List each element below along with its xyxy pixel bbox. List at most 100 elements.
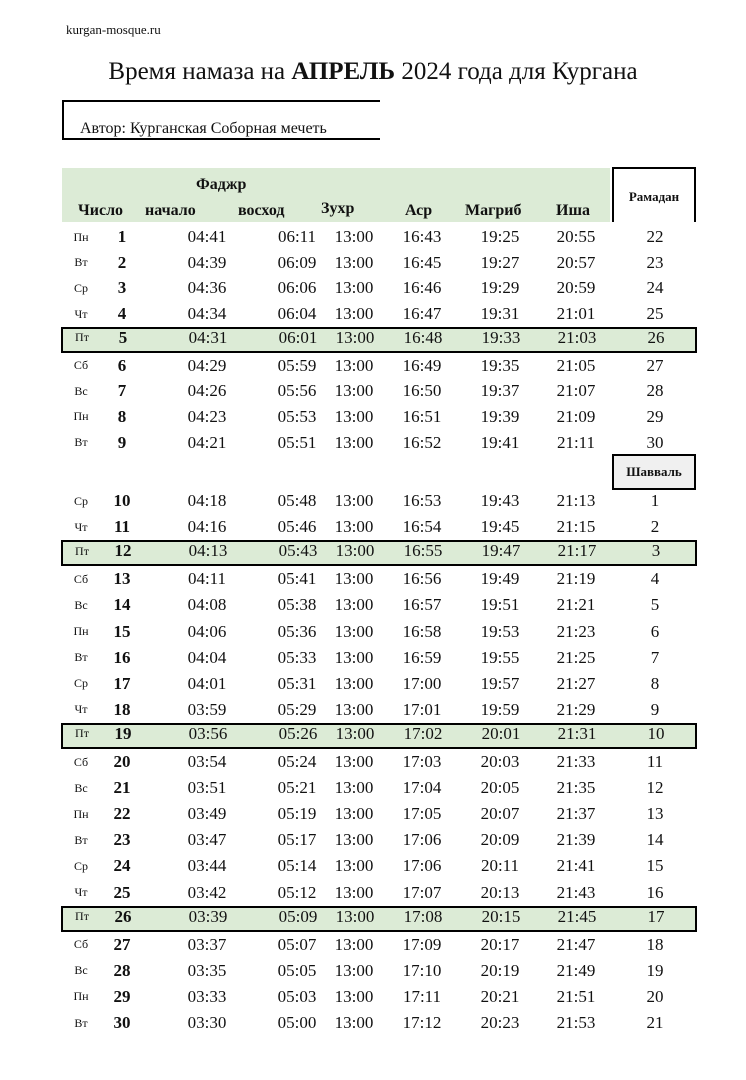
cell-zuhr: 13:00	[334, 1013, 374, 1032]
cell-isha: 21:15	[556, 517, 596, 537]
cell-asr: 17:12	[402, 1013, 442, 1032]
cell-maghrib: 20:19	[480, 960, 520, 980]
cell-sunrise: 05:05	[277, 960, 317, 980]
table-header	[62, 168, 610, 222]
cell-zuhr: 13:00	[334, 569, 374, 589]
cell-zuhr: 13:00	[334, 804, 374, 824]
cell-maghrib: 19:47	[481, 541, 521, 561]
table-row: Вт 30 03:30 05:00 13:00 17:12 20:23 21:53 21	[62, 1010, 696, 1036]
table-row: Вт 2 04:39 06:09 13:00 16:45 19:27 20:57 23	[62, 250, 696, 276]
table-row: Пт 5 04:31 06:01 13:00 16:48 19:33 21:03 26	[61, 326, 697, 353]
cell-hijri-day: 22	[646, 227, 664, 246]
cell-fajr-start: 04:29	[187, 355, 227, 375]
cell-isha: 21:33	[556, 752, 596, 771]
cell-zuhr: 13:00	[335, 723, 375, 743]
cell-isha: 21:49	[556, 960, 596, 980]
cell-fajr-start: 03:30	[187, 1013, 227, 1032]
cell-hijri-day: 23	[646, 252, 664, 272]
cell-asr: 17:01	[402, 699, 442, 719]
cell-fajr-start: 03:47	[187, 830, 227, 850]
cell-maghrib: 20:11	[480, 856, 520, 876]
cell-day: 16	[113, 647, 131, 667]
cell-weekday: Вт	[74, 435, 88, 450]
table-row: Сб 6 04:29 05:59 13:00 16:49 19:35 21:05 27	[62, 353, 696, 379]
cell-maghrib: 19:43	[480, 491, 520, 510]
cell-asr: 17:08	[403, 906, 443, 926]
cell-maghrib: 19:37	[480, 381, 520, 401]
cell-zuhr: 13:00	[334, 673, 374, 693]
cell-fajr-start: 03:37	[187, 934, 227, 954]
header-zuhr: Зухр	[321, 200, 355, 217]
cell-zuhr: 13:00	[334, 432, 374, 452]
cell-isha: 20:59	[556, 278, 596, 298]
cell-weekday: Чт	[74, 519, 88, 534]
cell-day: 1	[117, 227, 127, 246]
cell-maghrib: 20:13	[480, 882, 520, 902]
cell-weekday: Ср	[73, 280, 88, 295]
cell-day: 30	[113, 1013, 131, 1032]
table-row: Ср 24 03:44 05:14 13:00 17:06 20:11 21:41 15	[62, 853, 696, 879]
cell-day: 20	[113, 752, 131, 771]
cell-hijri-day: 17	[647, 906, 665, 926]
cell-zuhr: 13:00	[334, 595, 374, 615]
cell-isha: 21:37	[556, 804, 596, 824]
cell-zuhr: 13:00	[334, 856, 374, 876]
cell-weekday: Ср	[73, 858, 88, 873]
table-row: Вс 14 04:08 05:38 13:00 16:57 19:51 21:21 5	[62, 592, 696, 618]
cell-fajr-start: 03:54	[187, 752, 227, 771]
cell-day: 7	[117, 381, 127, 401]
cell-zuhr: 13:00	[334, 752, 374, 771]
cell-sunrise: 05:24	[277, 752, 317, 771]
cell-zuhr: 13:00	[334, 778, 374, 798]
cell-sunrise: 05:46	[277, 517, 317, 537]
cell-day: 13	[113, 569, 131, 589]
cell-hijri-day: 9	[650, 699, 660, 719]
cell-isha: 21:17	[557, 541, 597, 561]
cell-asr: 17:05	[402, 804, 442, 824]
table-row: Пн 22 03:49 05:19 13:00 17:05 20:07 21:37 13	[62, 801, 696, 827]
cell-sunrise: 05:51	[277, 432, 317, 452]
site-url: kurgan-mosque.ru	[66, 22, 161, 37]
cell-weekday: Вт	[74, 1015, 88, 1030]
table-row: Сб 27 03:37 05:07 13:00 17:09 20:17 21:47 18	[62, 932, 696, 958]
cell-isha: 21:13	[556, 491, 596, 510]
cell-asr: 17:03	[402, 752, 442, 771]
cell-weekday: Чт	[74, 306, 88, 321]
cell-weekday: Пт	[75, 909, 89, 924]
author-box: Автор: Курганская Соборная мечеть	[62, 100, 380, 140]
cell-weekday: Вс	[74, 780, 88, 795]
cell-weekday: Чт	[74, 885, 88, 899]
cell-asr: 16:50	[402, 381, 442, 401]
cell-zuhr: 13:00	[334, 621, 374, 641]
header-fajr-start: начало	[145, 202, 196, 219]
cell-maghrib: 19:53	[480, 621, 520, 641]
cell-hijri-day: 21	[646, 1013, 664, 1032]
cell-isha: 20:57	[556, 252, 596, 272]
header-fajr: Фаджр	[196, 176, 247, 193]
table-row: Чт 18 03:59 05:29 13:00 17:01 19:59 21:29 9	[62, 697, 696, 723]
cell-maghrib: 19:29	[480, 278, 520, 298]
cell-hijri-day: 18	[646, 934, 664, 954]
cell-fajr-start: 04:26	[187, 381, 227, 401]
cell-weekday: Пн	[73, 624, 89, 638]
cell-asr: 17:04	[402, 778, 442, 798]
table-row: Пт 12 04:13 05:43 13:00 16:55 19:47 21:17 3	[61, 540, 697, 567]
cell-zuhr: 13:00	[334, 699, 374, 719]
cell-maghrib: 20:01	[481, 723, 521, 743]
cell-weekday: Вт	[74, 650, 88, 665]
table-row: Вт 9 04:21 05:51 13:00 16:52 19:41 21:11 30	[62, 430, 696, 456]
cell-zuhr: 13:00	[335, 541, 375, 561]
cell-day: 11	[113, 517, 131, 537]
cell-hijri-day: 7	[650, 647, 660, 667]
cell-fajr-start: 04:23	[187, 406, 227, 426]
cell-sunrise: 05:17	[277, 830, 317, 850]
cell-day: 17	[113, 673, 131, 693]
cell-hijri-day: 30	[646, 432, 664, 452]
cell-isha: 21:43	[556, 882, 596, 902]
cell-maghrib: 19:49	[480, 569, 520, 589]
header-isha: Иша	[556, 202, 590, 219]
cell-maghrib: 20:15	[481, 906, 521, 926]
cell-weekday: Вс	[74, 597, 88, 612]
cell-maghrib: 20:17	[480, 934, 520, 954]
table-row: Чт 4 04:34 06:04 13:00 16:47 19:31 21:01 25	[62, 301, 696, 327]
